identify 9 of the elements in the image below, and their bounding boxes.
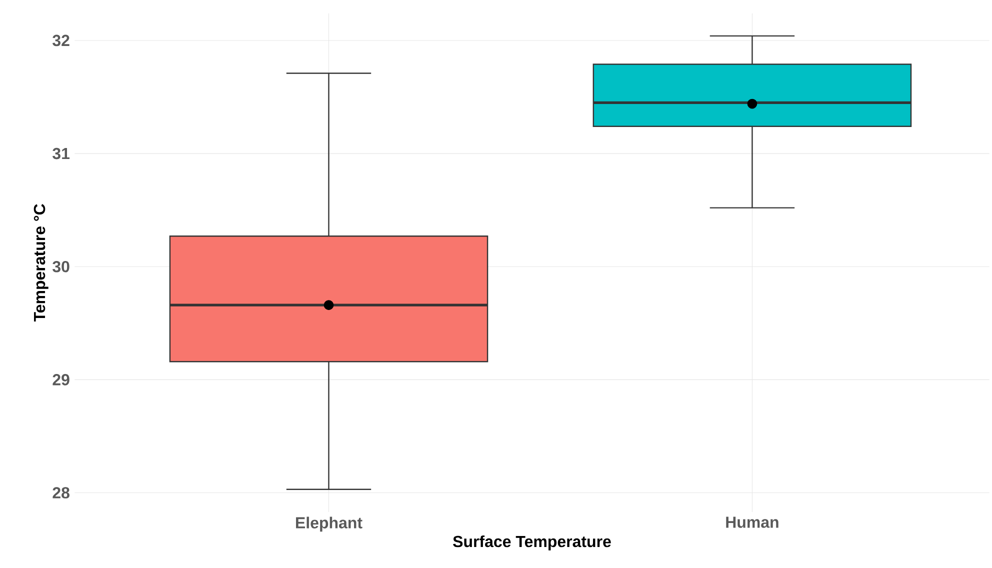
y-axis-title: Temperature °C bbox=[34, 204, 48, 322]
y-tick-label: 31 bbox=[52, 148, 70, 160]
y-tick-label: 30 bbox=[52, 260, 70, 272]
y-tick-label: 29 bbox=[52, 374, 70, 386]
y-tick-label: 32 bbox=[52, 34, 70, 46]
x-tick-label: Human bbox=[726, 516, 778, 528]
y-tick-label: 28 bbox=[52, 487, 70, 498]
x-axis-title: Surface Temperature bbox=[453, 535, 611, 550]
x-tick-label: Elephant bbox=[296, 516, 362, 532]
